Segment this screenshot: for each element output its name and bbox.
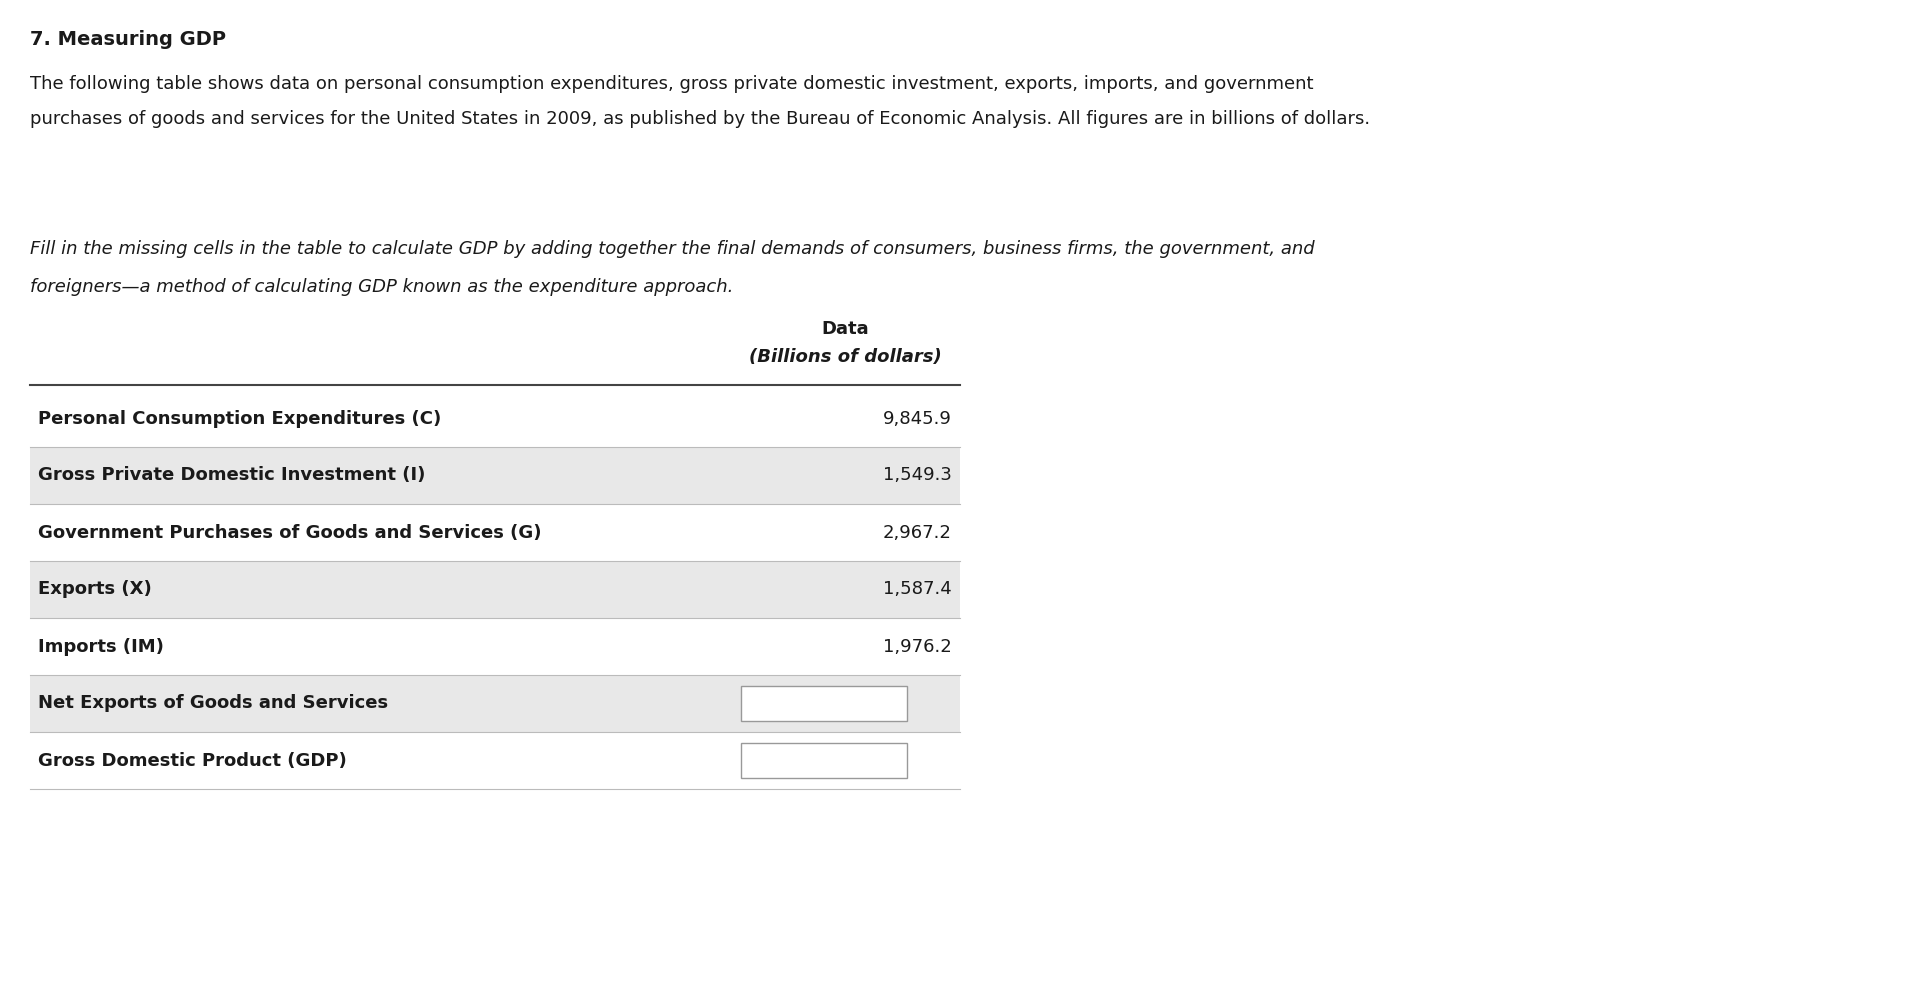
Text: 1,549.3: 1,549.3 — [883, 466, 952, 484]
Text: 2,967.2: 2,967.2 — [883, 524, 952, 541]
Text: Imports (IM): Imports (IM) — [38, 638, 163, 656]
Text: 9,845.9: 9,845.9 — [883, 409, 952, 428]
Text: (Billions of dollars): (Billions of dollars) — [748, 348, 940, 366]
Bar — [740, 686, 906, 721]
Text: Personal Consumption Expenditures (C): Personal Consumption Expenditures (C) — [38, 409, 440, 428]
Text: Gross Private Domestic Investment (I): Gross Private Domestic Investment (I) — [38, 466, 425, 484]
Bar — [31, 561, 960, 618]
Text: Exports (X): Exports (X) — [38, 581, 152, 599]
Text: Data: Data — [821, 320, 869, 338]
Text: purchases of goods and services for the United States in 2009, as published by t: purchases of goods and services for the … — [31, 110, 1369, 128]
Bar — [31, 675, 960, 732]
Text: Net Exports of Goods and Services: Net Exports of Goods and Services — [38, 694, 388, 713]
Text: Gross Domestic Product (GDP): Gross Domestic Product (GDP) — [38, 751, 346, 769]
Text: Fill in the missing cells in the table to calculate GDP by adding together the f: Fill in the missing cells in the table t… — [31, 240, 1313, 258]
Text: 1,587.4: 1,587.4 — [883, 581, 952, 599]
Text: The following table shows data on personal consumption expenditures, gross priva: The following table shows data on person… — [31, 75, 1313, 93]
Text: Government Purchases of Goods and Services (G): Government Purchases of Goods and Servic… — [38, 524, 540, 541]
Text: 7. Measuring GDP: 7. Measuring GDP — [31, 30, 225, 49]
Bar — [31, 447, 960, 504]
Bar — [740, 743, 906, 778]
Text: foreigners—a method of calculating GDP known as the expenditure approach.: foreigners—a method of calculating GDP k… — [31, 278, 733, 296]
Text: 1,976.2: 1,976.2 — [883, 638, 952, 656]
